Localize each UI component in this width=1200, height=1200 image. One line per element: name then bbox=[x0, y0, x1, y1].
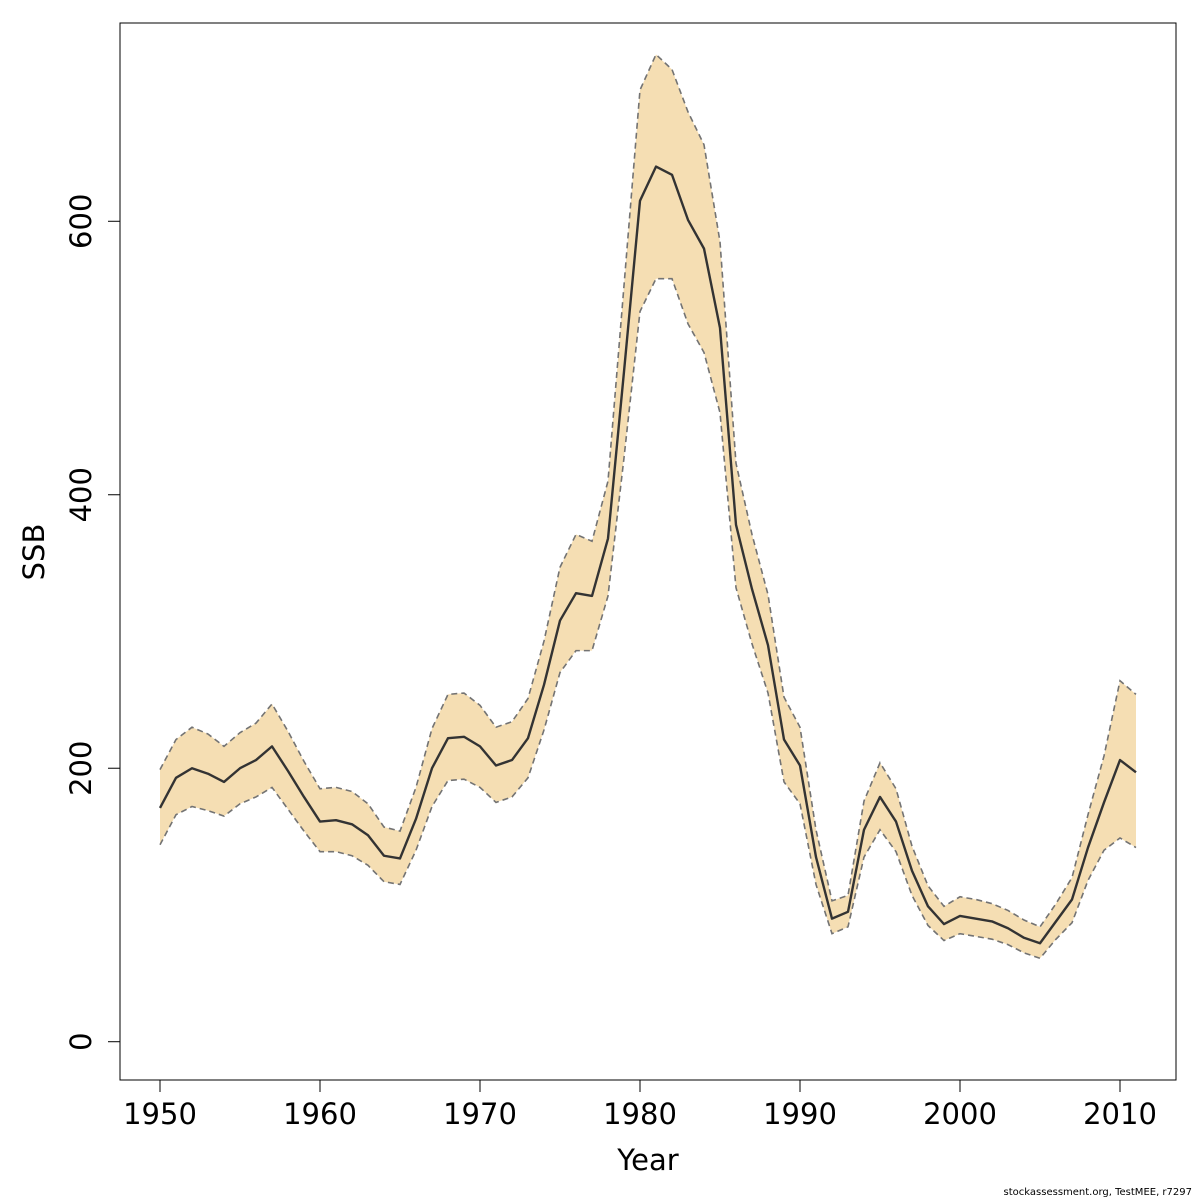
x-tick-label: 1990 bbox=[763, 1097, 837, 1131]
y-axis-title: SSB bbox=[17, 524, 51, 581]
y-tick-label: 400 bbox=[64, 467, 98, 522]
confidence-band bbox=[159, 53, 1137, 960]
footnote: stockassessment.org, TestMEE, r7297 bbox=[1003, 1187, 1192, 1198]
x-axis-title: Year bbox=[616, 1143, 678, 1177]
ssb-line bbox=[158, 165, 1137, 945]
ssb-series bbox=[158, 165, 1137, 945]
x-tick-label: 1950 bbox=[123, 1097, 197, 1131]
x-tick-label: 1960 bbox=[283, 1097, 357, 1131]
y-tick-label: 0 bbox=[64, 1032, 98, 1050]
x-tick-label: 1970 bbox=[443, 1097, 517, 1131]
x-tick-label: 2010 bbox=[1083, 1097, 1157, 1131]
x-axis: 1950 1960 1970 1980 1990 2000 2010 bbox=[123, 1079, 1157, 1131]
y-axis: 0 200 400 600 bbox=[64, 194, 121, 1051]
lower-bound-line bbox=[159, 277, 1137, 960]
y-tick-label: 600 bbox=[64, 194, 98, 249]
x-tick-label: 1980 bbox=[603, 1097, 677, 1131]
band-area bbox=[160, 54, 1136, 959]
y-tick-label: 200 bbox=[64, 741, 98, 796]
x-tick-label: 2000 bbox=[923, 1097, 997, 1131]
